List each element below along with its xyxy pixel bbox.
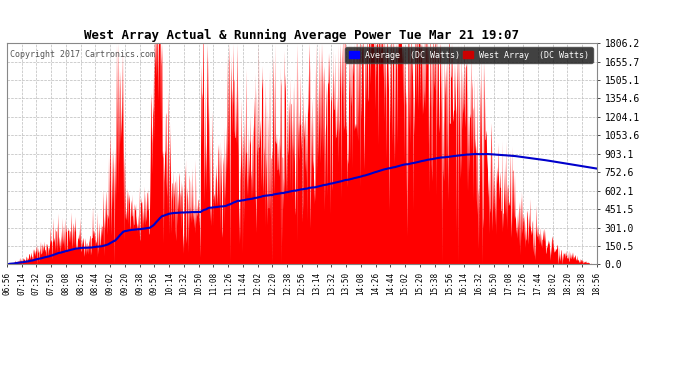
- Text: Copyright 2017 Cartronics.com: Copyright 2017 Cartronics.com: [10, 50, 155, 59]
- Legend: Average  (DC Watts), West Array  (DC Watts): Average (DC Watts), West Array (DC Watts…: [345, 47, 593, 63]
- Title: West Array Actual & Running Average Power Tue Mar 21 19:07: West Array Actual & Running Average Powe…: [84, 29, 520, 42]
